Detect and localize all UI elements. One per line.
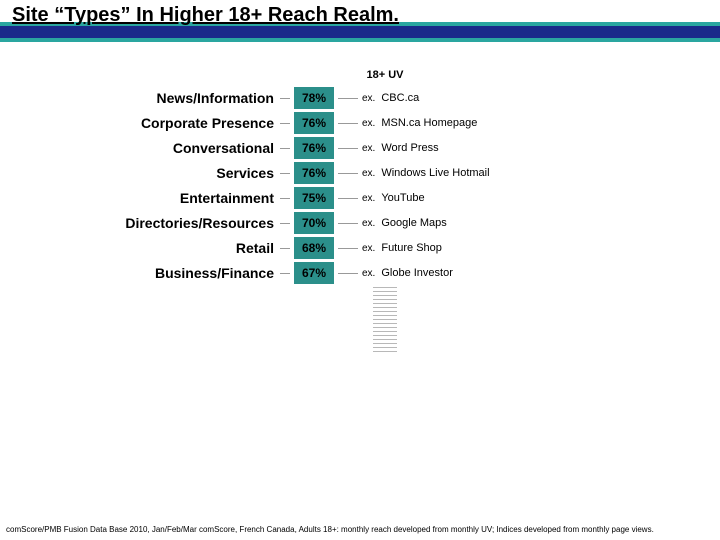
tick-icon: [280, 173, 290, 174]
example-prefix: ex.: [362, 118, 375, 129]
tail-ticks: [50, 287, 720, 352]
tail-tick: [373, 307, 397, 308]
row-label: Entertainment: [70, 190, 280, 206]
tick-icon: [338, 273, 358, 274]
table-row: Retail 68% ex. Future Shop: [70, 237, 650, 259]
tick-icon: [280, 273, 290, 274]
tail-tick: [373, 295, 397, 296]
column-header-18uv: 18+ UV: [50, 69, 720, 81]
example-prefix: ex.: [362, 143, 375, 154]
tick-icon: [280, 248, 290, 249]
tail-tick: [373, 323, 397, 324]
tail-tick: [373, 299, 397, 300]
example-prefix: ex.: [362, 243, 375, 254]
percent-box: 67%: [294, 262, 334, 284]
example-text: Windows Live Hotmail: [381, 167, 489, 179]
percent-box: 75%: [294, 187, 334, 209]
row-label: Business/Finance: [70, 265, 280, 281]
table-row: Services 76% ex. Windows Live Hotmail: [70, 162, 650, 184]
percent-box: 76%: [294, 162, 334, 184]
tail-tick: [373, 347, 397, 348]
stripe-bot: [0, 38, 720, 42]
tick-icon: [338, 223, 358, 224]
tail-tick: [373, 315, 397, 316]
tail-tick: [373, 319, 397, 320]
percent-box: 76%: [294, 112, 334, 134]
row-label: News/Information: [70, 90, 280, 106]
tick-icon: [338, 123, 358, 124]
table-row: Corporate Presence 76% ex. MSN.ca Homepage: [70, 112, 650, 134]
example-text: Word Press: [381, 142, 438, 154]
tick-icon: [338, 173, 358, 174]
data-rows: News/Information 78% ex. CBC.ca Corporate Pr…: [0, 87, 720, 284]
example-text: Google Maps: [381, 217, 446, 229]
tick-icon: [280, 148, 290, 149]
table-row: Conversational 76% ex. Word Press: [70, 137, 650, 159]
tail-tick: [373, 343, 397, 344]
source-footnote: comScore/PMB Fusion Data Base 2010, Jan/…: [6, 525, 654, 534]
table-row: News/Information 78% ex. CBC.ca: [70, 87, 650, 109]
example-prefix: ex.: [362, 193, 375, 204]
example-text: CBC.ca: [381, 92, 419, 104]
tick-icon: [280, 98, 290, 99]
example-prefix: ex.: [362, 168, 375, 179]
table-row: Business/Finance 67% ex. Globe Investor: [70, 262, 650, 284]
tail-tick: [373, 331, 397, 332]
tail-tick: [373, 287, 397, 288]
tail-tick: [373, 291, 397, 292]
title-bar: Site “Types” In Higher 18+ Reach Realm.: [0, 0, 720, 33]
tail-tick: [373, 339, 397, 340]
tick-icon: [338, 198, 358, 199]
tail-tick: [373, 335, 397, 336]
slide-title: Site “Types” In Higher 18+ Reach Realm.: [10, 4, 710, 27]
stripe-mid: [0, 26, 720, 38]
example-prefix: ex.: [362, 218, 375, 229]
row-label: Directories/Resources: [70, 215, 280, 231]
tick-icon: [338, 248, 358, 249]
tail-tick: [373, 351, 397, 352]
example-text: Globe Investor: [381, 267, 453, 279]
example-prefix: ex.: [362, 268, 375, 279]
percent-box: 68%: [294, 237, 334, 259]
tick-icon: [280, 123, 290, 124]
percent-box: 70%: [294, 212, 334, 234]
tick-icon: [338, 148, 358, 149]
percent-box: 78%: [294, 87, 334, 109]
tick-icon: [280, 223, 290, 224]
tail-tick: [373, 303, 397, 304]
row-label: Corporate Presence: [70, 115, 280, 131]
example-text: Future Shop: [381, 242, 442, 254]
tail-tick: [373, 327, 397, 328]
row-label: Services: [70, 165, 280, 181]
example-text: MSN.ca Homepage: [381, 117, 477, 129]
example-prefix: ex.: [362, 93, 375, 104]
tick-icon: [280, 198, 290, 199]
percent-box: 76%: [294, 137, 334, 159]
example-text: YouTube: [381, 192, 424, 204]
table-row: Entertainment 75% ex. YouTube: [70, 187, 650, 209]
table-row: Directories/Resources 70% ex. Google Maps: [70, 212, 650, 234]
tail-tick: [373, 311, 397, 312]
row-label: Conversational: [70, 140, 280, 156]
tick-icon: [338, 98, 358, 99]
row-label: Retail: [70, 240, 280, 256]
